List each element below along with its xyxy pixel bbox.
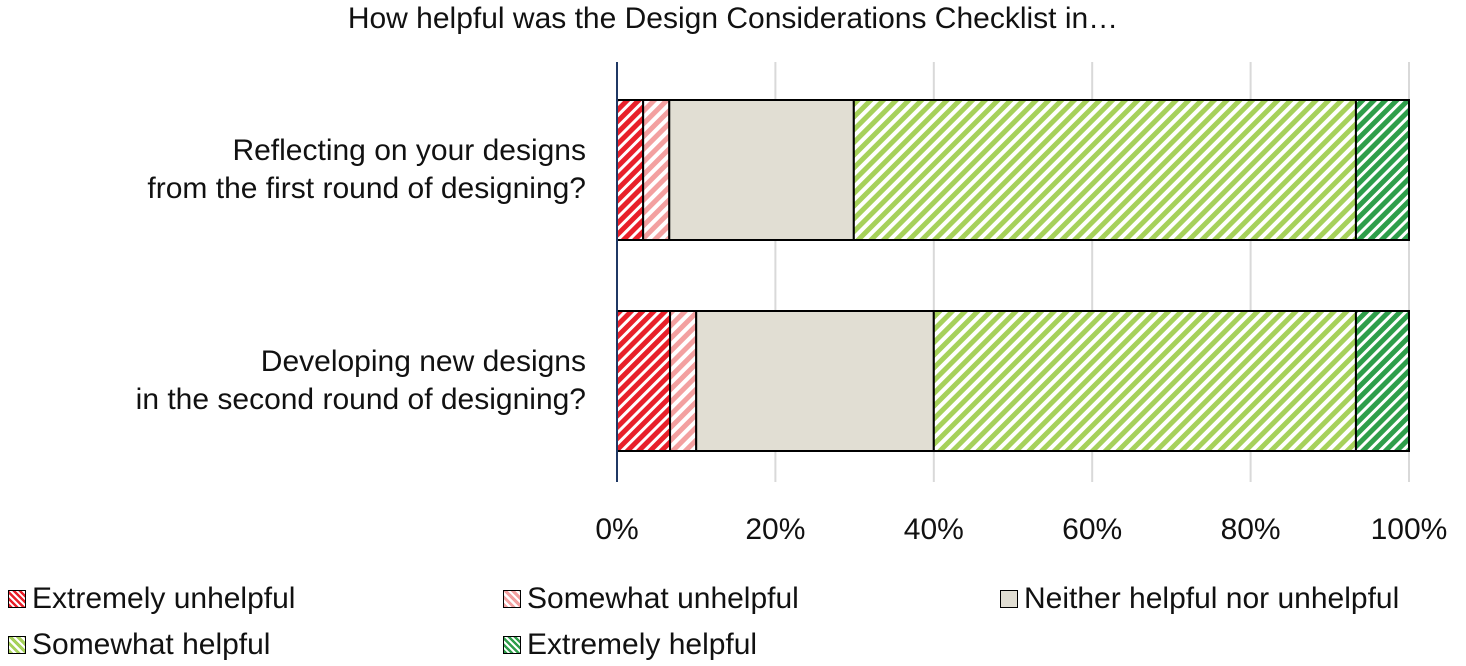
x-tick-label: 20% — [745, 513, 805, 546]
x-tick-label: 0% — [595, 513, 638, 546]
bars — [616, 99, 1411, 452]
category-label: Developing new designs in the second roun… — [136, 343, 586, 419]
category-label: Reflecting on your designs from the first… — [147, 132, 586, 208]
x-tick-label: 40% — [904, 513, 964, 546]
bar-segment — [695, 310, 935, 452]
x-tick-label: 100% — [1371, 513, 1448, 546]
x-tick-labels: 0% 20% 40% 60% 80% 100% — [595, 513, 1447, 546]
x-tick-label: 80% — [1221, 513, 1281, 546]
bar-segment — [852, 99, 1357, 241]
chart-title: How helpful was the Design Consideration… — [347, 2, 1119, 35]
bar-segment — [932, 310, 1357, 452]
bar-segment — [1354, 99, 1411, 241]
x-tick-label: 60% — [1062, 513, 1122, 546]
category-label-line: in the second round of designing? — [135, 383, 586, 416]
category-label-line: Developing new designs — [260, 345, 586, 378]
bar-segment — [1354, 310, 1411, 452]
bar-segment — [669, 310, 698, 452]
bar-segment — [616, 310, 672, 452]
category-label-line: Reflecting on your designs — [232, 134, 586, 167]
bar-segment — [616, 99, 645, 241]
bar-segment — [642, 99, 671, 241]
category-label-line: from the first round of designing? — [147, 172, 586, 205]
bar-segment — [668, 99, 855, 241]
